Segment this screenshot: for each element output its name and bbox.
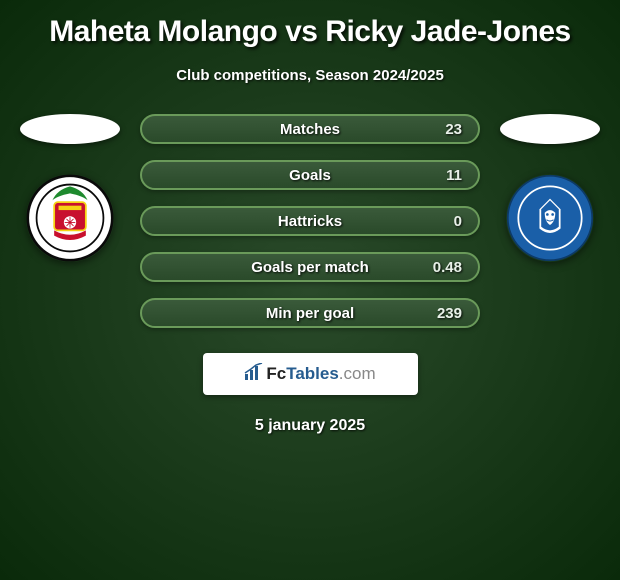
player-silhouette-right xyxy=(500,114,600,144)
compare-area: Matches 23 Goals 11 Hattricks 0 Goals pe… xyxy=(10,114,610,328)
peterborough-badge-svg xyxy=(506,174,594,262)
stat-right-value: 0 xyxy=(402,213,462,230)
fctables-logo-text: FcTables.com xyxy=(266,364,375,384)
stat-label: Goals per match xyxy=(251,259,369,276)
fctables-logo[interactable]: FcTables.com xyxy=(203,353,418,395)
comparison-card: Maheta Molango vs Ricky Jade-Jones Club … xyxy=(0,0,620,450)
stat-right-value: 11 xyxy=(402,167,462,184)
stat-label: Hattricks xyxy=(278,213,342,230)
stat-label: Min per goal xyxy=(266,305,354,322)
peterborough-badge xyxy=(506,174,594,262)
date-text: 5 january 2025 xyxy=(255,417,365,435)
page-title: Maheta Molango vs Ricky Jade-Jones xyxy=(49,15,571,49)
left-side xyxy=(15,114,125,262)
stats-column: Matches 23 Goals 11 Hattricks 0 Goals pe… xyxy=(140,114,480,328)
stat-row-matches: Matches 23 xyxy=(140,114,480,144)
stat-row-goals: Goals 11 xyxy=(140,160,480,190)
stat-row-goals-per-match: Goals per match 0.48 xyxy=(140,252,480,282)
stat-label: Matches xyxy=(280,121,340,138)
stat-right-value: 0.48 xyxy=(402,259,462,276)
stat-row-min-per-goal: Min per goal 239 xyxy=(140,298,480,328)
stat-row-hattricks: Hattricks 0 xyxy=(140,206,480,236)
wrexham-badge-svg xyxy=(26,174,114,262)
stat-right-value: 239 xyxy=(402,305,462,322)
stat-label: Goals xyxy=(289,167,331,184)
chart-icon xyxy=(244,363,264,386)
player-silhouette-left xyxy=(20,114,120,144)
wrexham-badge xyxy=(26,174,114,262)
subtitle: Club competitions, Season 2024/2025 xyxy=(176,67,444,84)
stat-right-value: 23 xyxy=(402,121,462,138)
right-side xyxy=(495,114,605,262)
